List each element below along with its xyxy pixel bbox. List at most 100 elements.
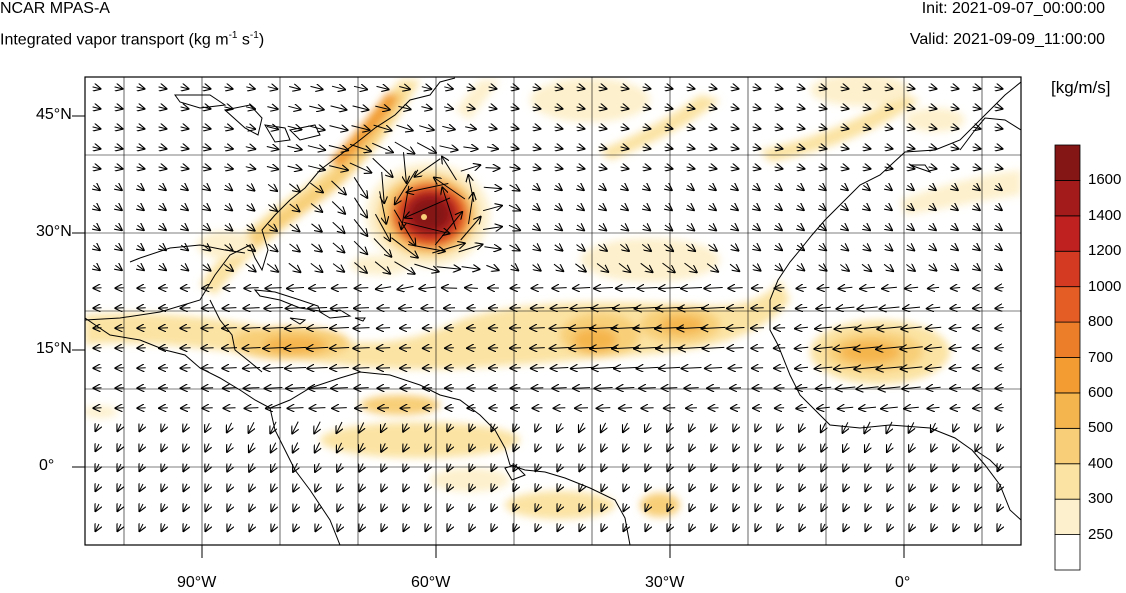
ivt-vector-arrow [907, 245, 915, 251]
ivt-vector-arrow [881, 287, 897, 289]
ivt-vector-arrow [249, 524, 253, 532]
ivt-vector-arrow [225, 205, 233, 211]
ivt-vector-arrow [458, 244, 484, 253]
ivt-vector-arrow [180, 368, 191, 369]
ivt-vector-arrow [931, 524, 935, 532]
ivt-vector-arrow [161, 504, 165, 512]
ivt-vector-arrow [663, 244, 674, 251]
ivt-vector-arrow [885, 185, 892, 190]
ivt-vector-arrow [328, 146, 349, 151]
lon-tick-30w: 30°W [645, 574, 685, 591]
ivt-vector-arrow [774, 167, 784, 169]
ivt-vector-arrow [598, 127, 608, 129]
ivt-vector-arrow [854, 327, 881, 330]
colorbar-swatch [1054, 498, 1081, 535]
ivt-vector-arrow [535, 484, 539, 492]
ivt-vector-arrow [224, 245, 234, 252]
ivt-vector-arrow [351, 126, 371, 131]
ivt-vector-arrow [794, 327, 808, 328]
colorbar-swatch [1054, 286, 1081, 323]
ivt-vector-arrow [262, 348, 284, 349]
ivt-vector-arrow [532, 127, 542, 129]
ivt-vector-arrow [664, 147, 674, 149]
ivt-vector-arrow [330, 308, 349, 309]
ivt-vector-arrow [491, 524, 495, 532]
ivt-vector-arrow [266, 167, 279, 170]
ivt-vector-arrow [865, 442, 870, 453]
ivt-vector-arrow [284, 347, 307, 348]
ivt-vector-arrow [93, 225, 100, 230]
ivt-vector-arrow [951, 225, 958, 230]
field-title-suffix: ) [258, 31, 265, 49]
ivt-vector-arrow [900, 367, 923, 369]
ivt-vector-arrow [332, 263, 345, 273]
colorbar-level-label: 1400 [1088, 206, 1122, 224]
ivt-vector-arrow [330, 106, 348, 110]
colorbar-level-label: 500 [1088, 419, 1114, 437]
ivt-vector-arrow [381, 504, 385, 512]
ivt-vector-arrow [570, 307, 593, 308]
ivt-vector-arrow [577, 205, 584, 211]
ivt-vector-arrow [775, 265, 783, 271]
ivt-vector-arrow [709, 225, 717, 231]
ivt-vector-arrow [600, 422, 605, 433]
ivt-vector-arrow [310, 86, 324, 89]
ivt-vector-arrow [183, 464, 187, 472]
ivt-vector-arrow [686, 87, 696, 89]
ivt-vector-arrow [640, 408, 654, 409]
ivt-vector-arrow [598, 167, 608, 169]
ivt-vector-arrow [399, 388, 411, 389]
ivt-vector-arrow [433, 177, 466, 200]
colorbar [1054, 144, 1081, 571]
ivt-vector-arrow [994, 107, 1004, 109]
ivt-vector-arrow [591, 307, 616, 308]
ivt-vector-arrow [349, 162, 372, 173]
ivt-vector-arrow [752, 87, 762, 89]
ivt-vector-arrow [907, 225, 914, 231]
ivt-vector-arrow [375, 106, 390, 110]
ivt-vector-arrow [818, 147, 828, 149]
ivt-vector-arrow [483, 227, 503, 230]
ivt-vector-arrow [774, 388, 785, 389]
ivt-vector-arrow [836, 307, 855, 309]
ivt-vector-arrow [924, 347, 942, 349]
ivt-vector-arrow [508, 225, 521, 230]
ivt-vector-arrow [951, 205, 958, 210]
ivt-vector-arrow [205, 504, 209, 512]
ivt-vector-arrow [447, 464, 451, 472]
ivt-vector-arrow [887, 484, 891, 492]
ivt-vector-arrow [818, 107, 828, 109]
ivt-vector-arrow [817, 287, 830, 288]
ivt-vector-arrow [466, 87, 476, 89]
ivt-vector-arrow [226, 422, 231, 433]
ivt-vector-arrow [929, 225, 936, 231]
ivt-vector-arrow [242, 328, 261, 329]
ivt-vector-arrow [903, 407, 919, 409]
ivt-vector-arrow [994, 368, 1004, 369]
ivt-vector-arrow [576, 245, 586, 252]
ivt-vector-arrow [730, 127, 740, 129]
ivt-vector-arrow [293, 504, 297, 512]
ivt-vector-arrow [950, 408, 961, 409]
ivt-vector-arrow [414, 263, 439, 272]
ivt-vector-arrow [114, 107, 124, 109]
ivt-vector-arrow [598, 87, 608, 89]
ivt-vector-arrow [535, 423, 539, 433]
ivt-vector-arrow [394, 141, 415, 154]
ivt-vector-arrow [843, 464, 847, 473]
ivt-vector-arrow [645, 524, 649, 532]
ivt-vector-arrow [774, 87, 784, 89]
ivt-vector-arrow [842, 422, 848, 433]
ivt-vector-arrow [158, 348, 169, 349]
ivt-vector-arrow [576, 107, 586, 109]
ivt-vector-arrow [139, 504, 143, 512]
ivt-vector-arrow [201, 288, 213, 289]
ivt-vector-arrow [643, 205, 650, 211]
ivt-vector-arrow [997, 464, 1001, 472]
ivt-vector-arrow [403, 423, 408, 433]
ivt-vector-arrow [799, 464, 803, 472]
ivt-vector-arrow [399, 328, 412, 329]
ivt-vector-arrow [973, 265, 980, 271]
ivt-vector-arrow [469, 464, 473, 472]
ivt-vector-arrow [926, 307, 941, 308]
